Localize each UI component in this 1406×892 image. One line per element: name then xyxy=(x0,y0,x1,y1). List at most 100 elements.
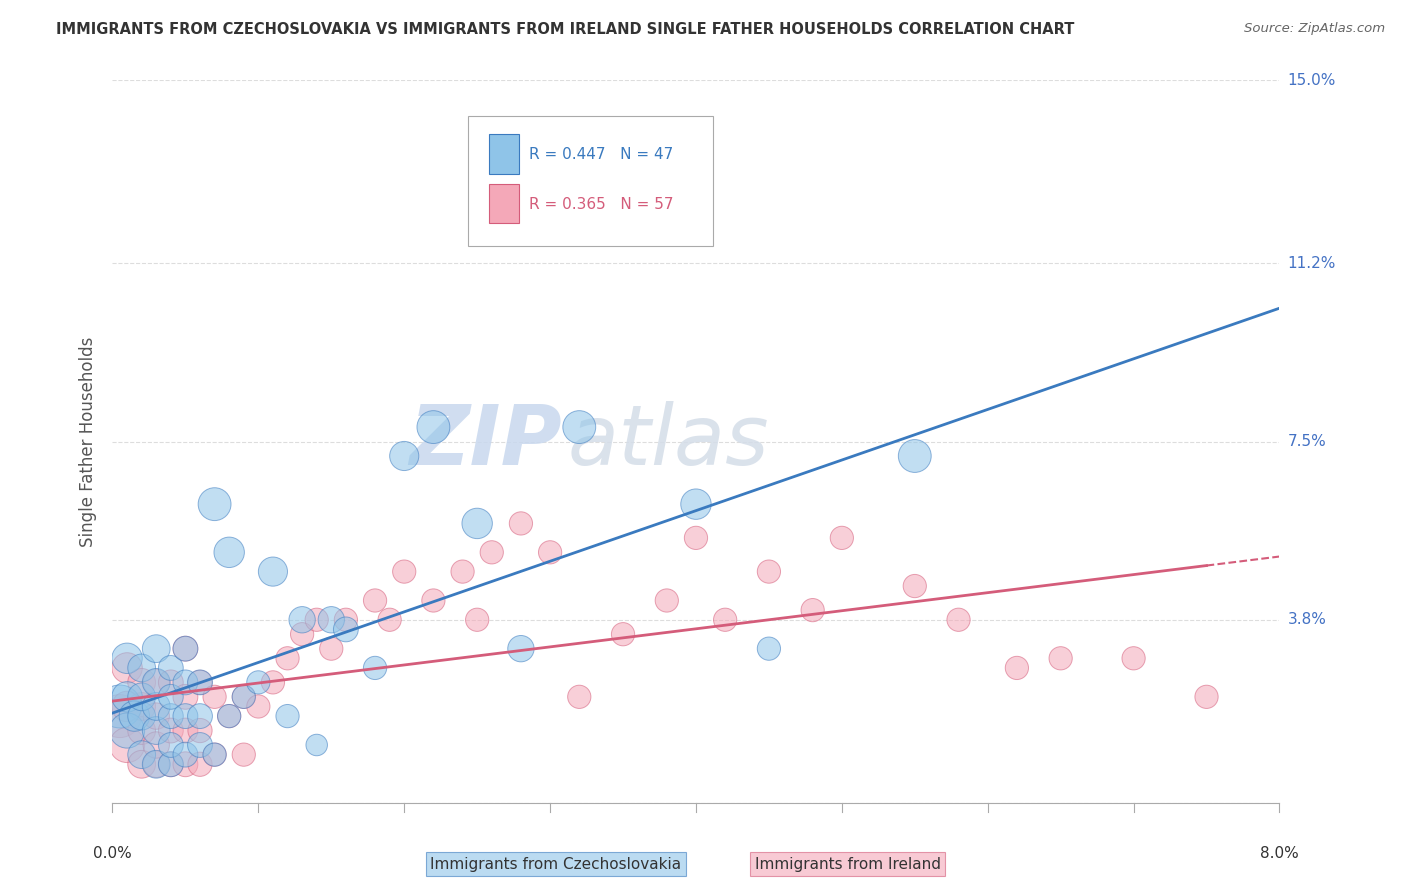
Point xyxy=(188,757,211,772)
Point xyxy=(115,651,138,665)
Point xyxy=(509,516,531,531)
Point xyxy=(568,420,591,434)
Point xyxy=(321,613,343,627)
Point xyxy=(131,661,153,675)
Point xyxy=(685,531,707,545)
Point xyxy=(188,675,211,690)
Text: R = 0.365   N = 57: R = 0.365 N = 57 xyxy=(529,197,673,212)
Point xyxy=(232,690,254,704)
Point xyxy=(115,690,138,704)
Point xyxy=(758,565,780,579)
Point xyxy=(160,709,183,723)
Point xyxy=(145,723,167,738)
Point xyxy=(218,545,240,559)
Point xyxy=(188,709,211,723)
Point xyxy=(115,661,138,675)
Text: 7.5%: 7.5% xyxy=(1288,434,1326,449)
Point xyxy=(145,757,167,772)
Point xyxy=(1005,661,1028,675)
Text: IMMIGRANTS FROM CZECHOSLOVAKIA VS IMMIGRANTS FROM IRELAND SINGLE FATHER HOUSEHOL: IMMIGRANTS FROM CZECHOSLOVAKIA VS IMMIGR… xyxy=(56,22,1074,37)
Point xyxy=(465,613,488,627)
Point xyxy=(145,757,167,772)
Point xyxy=(204,747,226,762)
Point xyxy=(509,641,531,656)
Point xyxy=(335,623,357,637)
Y-axis label: Single Father Households: Single Father Households xyxy=(79,336,97,547)
Point xyxy=(247,675,270,690)
Point xyxy=(204,690,226,704)
Point xyxy=(335,613,357,627)
Point xyxy=(305,738,328,752)
Point xyxy=(291,627,314,641)
Point xyxy=(160,675,183,690)
Point xyxy=(714,613,737,627)
Point xyxy=(948,613,970,627)
Text: 3.8%: 3.8% xyxy=(1288,612,1327,627)
Point xyxy=(276,709,298,723)
Point xyxy=(145,675,167,690)
Point xyxy=(204,747,226,762)
Point xyxy=(115,738,138,752)
Point xyxy=(451,565,474,579)
Point xyxy=(188,738,211,752)
Point xyxy=(232,747,254,762)
Point xyxy=(218,709,240,723)
Point xyxy=(124,709,146,723)
Point xyxy=(188,675,211,690)
Text: Immigrants from Ireland: Immigrants from Ireland xyxy=(755,856,941,871)
Point xyxy=(131,747,153,762)
Point xyxy=(1122,651,1144,665)
Point xyxy=(612,627,634,641)
Point xyxy=(481,545,503,559)
Point xyxy=(364,661,387,675)
Point xyxy=(174,675,197,690)
Text: 11.2%: 11.2% xyxy=(1288,256,1336,271)
Point xyxy=(131,690,153,704)
Text: atlas: atlas xyxy=(568,401,769,482)
Point xyxy=(108,709,131,723)
Point xyxy=(305,613,328,627)
Point xyxy=(174,757,197,772)
FancyBboxPatch shape xyxy=(468,117,713,246)
Point xyxy=(145,709,167,723)
Point xyxy=(160,723,183,738)
Point xyxy=(758,641,780,656)
Point xyxy=(831,531,853,545)
Point xyxy=(1049,651,1071,665)
Point xyxy=(291,613,314,627)
Point xyxy=(394,565,416,579)
Point xyxy=(188,723,211,738)
Point xyxy=(276,651,298,665)
Point xyxy=(145,675,167,690)
Point xyxy=(218,709,240,723)
Point xyxy=(160,738,183,752)
Text: 8.0%: 8.0% xyxy=(1260,847,1299,861)
Point xyxy=(145,641,167,656)
Point xyxy=(904,449,927,463)
Text: 15.0%: 15.0% xyxy=(1288,73,1336,87)
Point xyxy=(538,545,561,559)
Point xyxy=(801,603,824,617)
Point xyxy=(394,449,416,463)
Point xyxy=(204,497,226,511)
Text: ZIP: ZIP xyxy=(409,401,562,482)
Point xyxy=(422,420,444,434)
Point xyxy=(131,675,153,690)
Point xyxy=(247,699,270,714)
Point xyxy=(422,593,444,607)
Bar xyxy=(489,184,519,223)
Text: Source: ZipAtlas.com: Source: ZipAtlas.com xyxy=(1244,22,1385,36)
Point xyxy=(131,709,153,723)
Point xyxy=(232,690,254,704)
Point xyxy=(108,699,131,714)
Point xyxy=(174,709,197,723)
Point xyxy=(378,613,401,627)
Point xyxy=(262,675,284,690)
Point xyxy=(568,690,591,704)
Point xyxy=(145,699,167,714)
Point xyxy=(685,497,707,511)
Point xyxy=(174,747,197,762)
Point xyxy=(174,690,197,704)
Point xyxy=(364,593,387,607)
Point xyxy=(174,723,197,738)
